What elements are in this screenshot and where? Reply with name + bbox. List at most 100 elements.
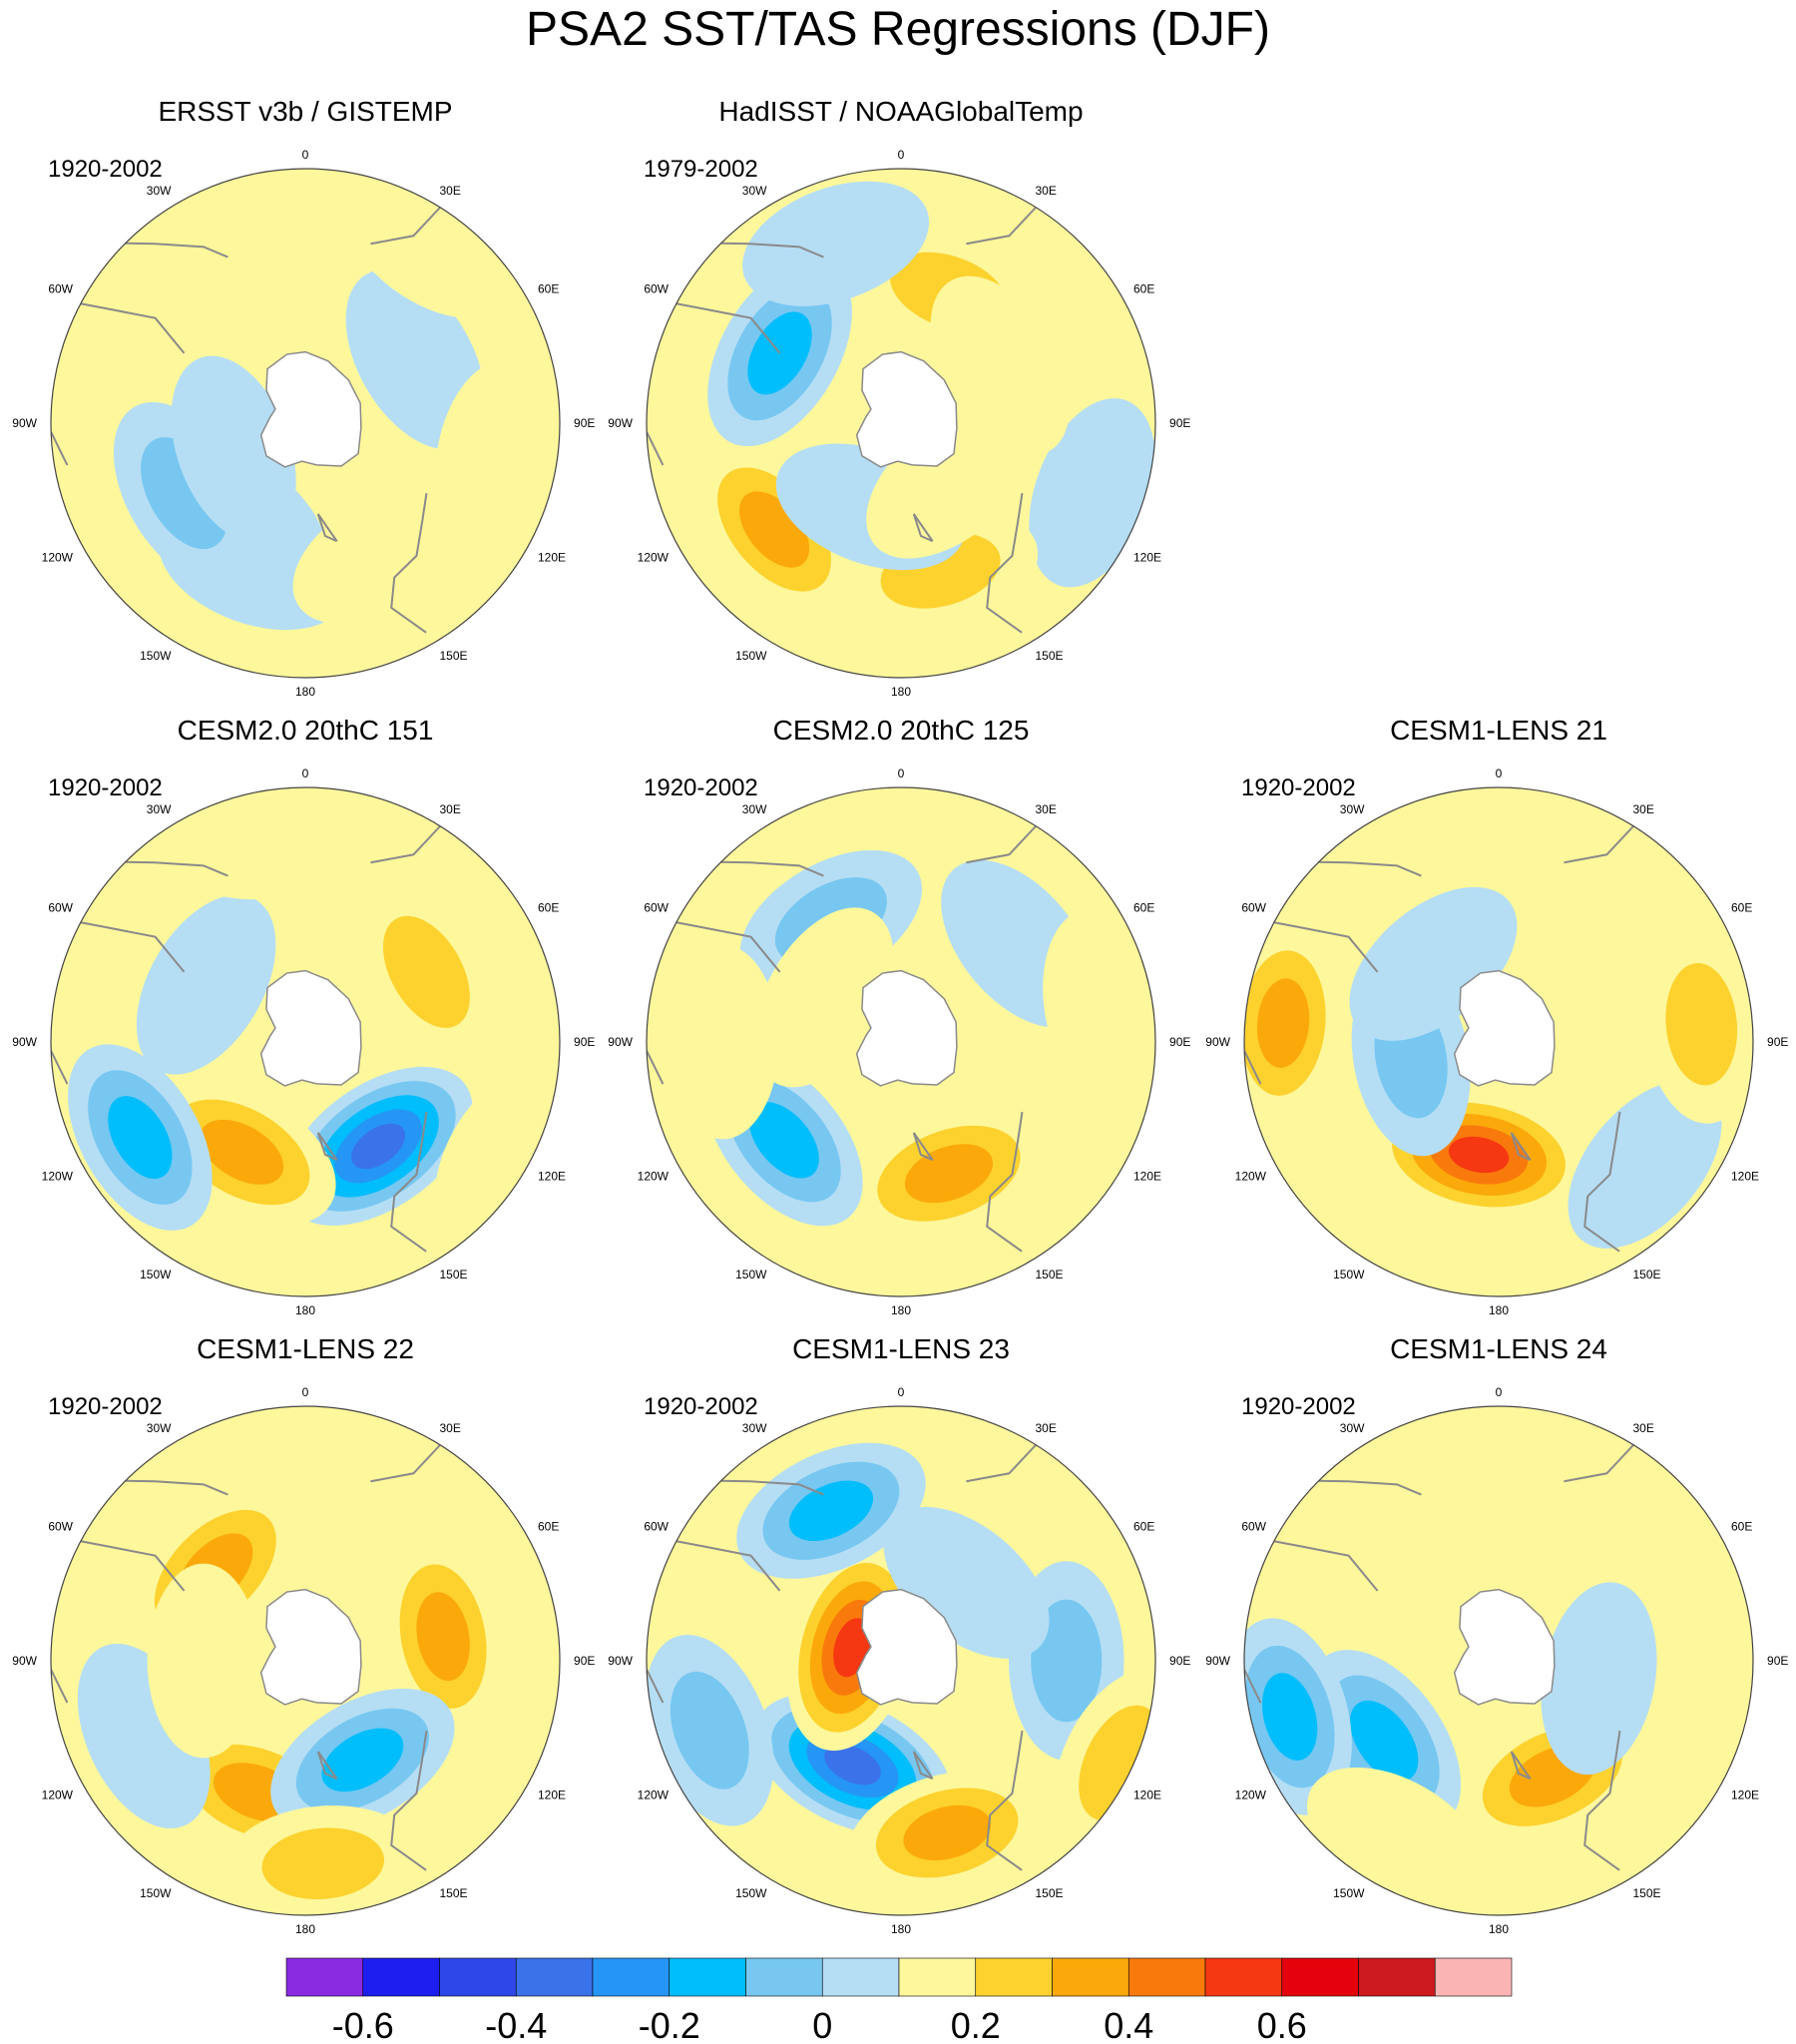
- longitude-label: 150E: [1036, 1886, 1064, 1900]
- sst-field: [1244, 787, 1753, 1296]
- panel-period: 1920-2002: [48, 774, 163, 801]
- contour-blob-7-level-1: [147, 1563, 260, 1759]
- antarctica-landmass: [855, 969, 958, 1087]
- contour-blob-5-level-1: [136, 894, 276, 1075]
- longitude-label: 30E: [1633, 802, 1654, 816]
- coastline-6: [1244, 1669, 1262, 1704]
- longitude-label: 60W: [644, 281, 669, 295]
- longitude-label: 150W: [735, 1268, 767, 1281]
- contour-blob-5-level-1: [1043, 909, 1155, 1105]
- contour-blob-5-level-1: [1361, 1478, 1549, 1604]
- figure-title: PSA2 SST/TAS Regressions (DJF): [526, 3, 1270, 56]
- longitude-label: 30E: [440, 802, 461, 816]
- longitude-label: 60W: [644, 900, 669, 914]
- coastline-1: [675, 921, 781, 973]
- longitude-label: 0: [1496, 766, 1503, 780]
- longitude-label: 90W: [608, 416, 633, 430]
- longitude-label: 0: [898, 1385, 905, 1399]
- longitude-label: 0: [302, 148, 309, 162]
- colorbar-swatch-5: [592, 1957, 671, 1997]
- antarctica-landmass: [259, 350, 362, 468]
- contour-blob-6-level-1: [435, 359, 552, 553]
- longitude-label: 150E: [1036, 649, 1064, 663]
- colorbar-swatch-6: [669, 1957, 746, 1997]
- longitude-label: 150W: [140, 649, 172, 663]
- coastline-1: [1273, 921, 1379, 973]
- panel-period: 1920-2002: [48, 156, 163, 183]
- coastline-6: [51, 1050, 69, 1085]
- contour-blob-7-level-1: [753, 907, 894, 1088]
- colorbar-tick-label: 0.4: [1104, 2005, 1153, 2044]
- longitude-label: 120E: [1731, 1170, 1759, 1184]
- colorbar-tick-label: -0.2: [639, 2005, 700, 2044]
- contour-blob-4-level-1: [292, 486, 471, 625]
- longitude-label: 60E: [1133, 281, 1154, 295]
- longitude-label: 60W: [1241, 1519, 1266, 1533]
- longitude-label: 90W: [608, 1654, 633, 1668]
- longitude-label: 60E: [1731, 900, 1752, 914]
- longitude-label: 120W: [42, 551, 74, 565]
- coastline-1: [80, 302, 186, 354]
- contour-blob-3-level-3: [1261, 1673, 1318, 1761]
- sst-field: [51, 1406, 560, 1915]
- coastline-3: [370, 1444, 441, 1483]
- map-panel-7: 0 30E 60E 90E 120E 150E 180 150W 120W 90W 60W 30W CE…: [608, 1333, 1190, 1936]
- colorbar-swatch-3: [439, 1957, 517, 1997]
- coastline-4: [986, 492, 1024, 634]
- longitude-label: 150W: [735, 649, 767, 663]
- longitude-label: 150W: [140, 1268, 172, 1281]
- longitude-label: 180: [891, 1922, 911, 1936]
- coastline-5: [912, 513, 934, 543]
- panel-title: CESM1-LENS 21: [1390, 715, 1607, 746]
- coastline-1: [1273, 1540, 1379, 1592]
- contour-blob-3-level-3: [108, 1096, 173, 1180]
- map-panel-1: 0 30E 60E 90E 120E 150E 180 150W 120W 90W 60W 30W ER…: [12, 96, 595, 699]
- longitude-label: 150E: [440, 649, 468, 663]
- contour-blob-7-level-2: [670, 1671, 749, 1789]
- longitude-label: 150W: [735, 1886, 767, 1900]
- longitude-label: 120W: [1235, 1788, 1267, 1802]
- contour-blob-6-level-1: [667, 944, 779, 1140]
- coastline-1: [80, 1540, 186, 1592]
- coastline-2: [125, 242, 228, 258]
- coastline-4: [390, 1730, 428, 1871]
- panel-title: CESM2.0 20thC 151: [178, 715, 434, 746]
- longitude-label: 60E: [538, 900, 559, 914]
- coastline-3: [370, 207, 441, 246]
- coastline-1: [675, 302, 781, 354]
- longitude-label: 90E: [1767, 1035, 1788, 1049]
- contour-blob-1-level-3: [904, 1144, 994, 1204]
- longitude-label: 120E: [1731, 1788, 1759, 1802]
- antarctica-landmass: [259, 1588, 362, 1706]
- colorbar-tick-label: -0.4: [485, 2005, 547, 2044]
- contour-blob-1-level-5: [351, 1123, 406, 1170]
- longitude-label: 0: [302, 766, 309, 780]
- colorbar-swatch-11: [1052, 1957, 1129, 1997]
- longitude-label: 120W: [638, 1170, 670, 1184]
- longitude-label: 150E: [440, 1886, 468, 1900]
- colorbar: -0.6 -0.4 -0.2 0 0.2 0.4 0.6: [285, 1957, 1513, 2044]
- coastline-6: [51, 431, 69, 466]
- longitude-label: 90E: [574, 1654, 595, 1668]
- longitude-label: 90E: [1169, 1035, 1190, 1049]
- longitude-label: 30E: [1633, 1421, 1654, 1435]
- colorbar-swatch-15: [1358, 1957, 1436, 1997]
- contour-blob-4-level-3: [903, 1804, 992, 1861]
- antarctica-landmass: [1453, 969, 1556, 1087]
- longitude-label: 90E: [1767, 1654, 1788, 1668]
- longitude-label: 90E: [574, 416, 595, 430]
- longitude-label: 30W: [742, 802, 767, 816]
- longitude-label: 180: [1489, 1922, 1509, 1936]
- coastline-3: [370, 825, 441, 864]
- longitude-label: 180: [295, 1303, 315, 1317]
- antarctica-landmass: [855, 1588, 958, 1706]
- coastline-5: [912, 1132, 934, 1162]
- longitude-label: 30E: [1036, 1421, 1057, 1435]
- longitude-label: 30W: [1340, 1421, 1365, 1435]
- coastline-1: [675, 1540, 781, 1592]
- coastline-3: [1564, 1444, 1634, 1483]
- panels: 0 30E 60E 90E 120E 150E 180 150W 120W 90W 60W 30W ER…: [12, 96, 1788, 1936]
- contour-blob-7-level-1: [1541, 1582, 1657, 1776]
- coastline-5: [316, 1751, 338, 1781]
